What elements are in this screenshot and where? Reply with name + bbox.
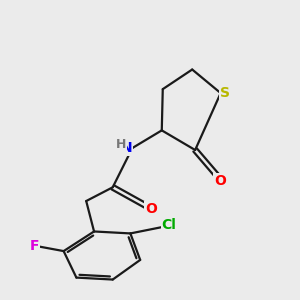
Text: O: O: [145, 202, 157, 216]
Text: O: O: [214, 174, 226, 188]
Text: F: F: [29, 238, 39, 253]
Text: Cl: Cl: [162, 218, 177, 232]
Text: N: N: [121, 141, 132, 155]
Text: H: H: [116, 138, 126, 151]
Text: S: S: [220, 86, 230, 100]
